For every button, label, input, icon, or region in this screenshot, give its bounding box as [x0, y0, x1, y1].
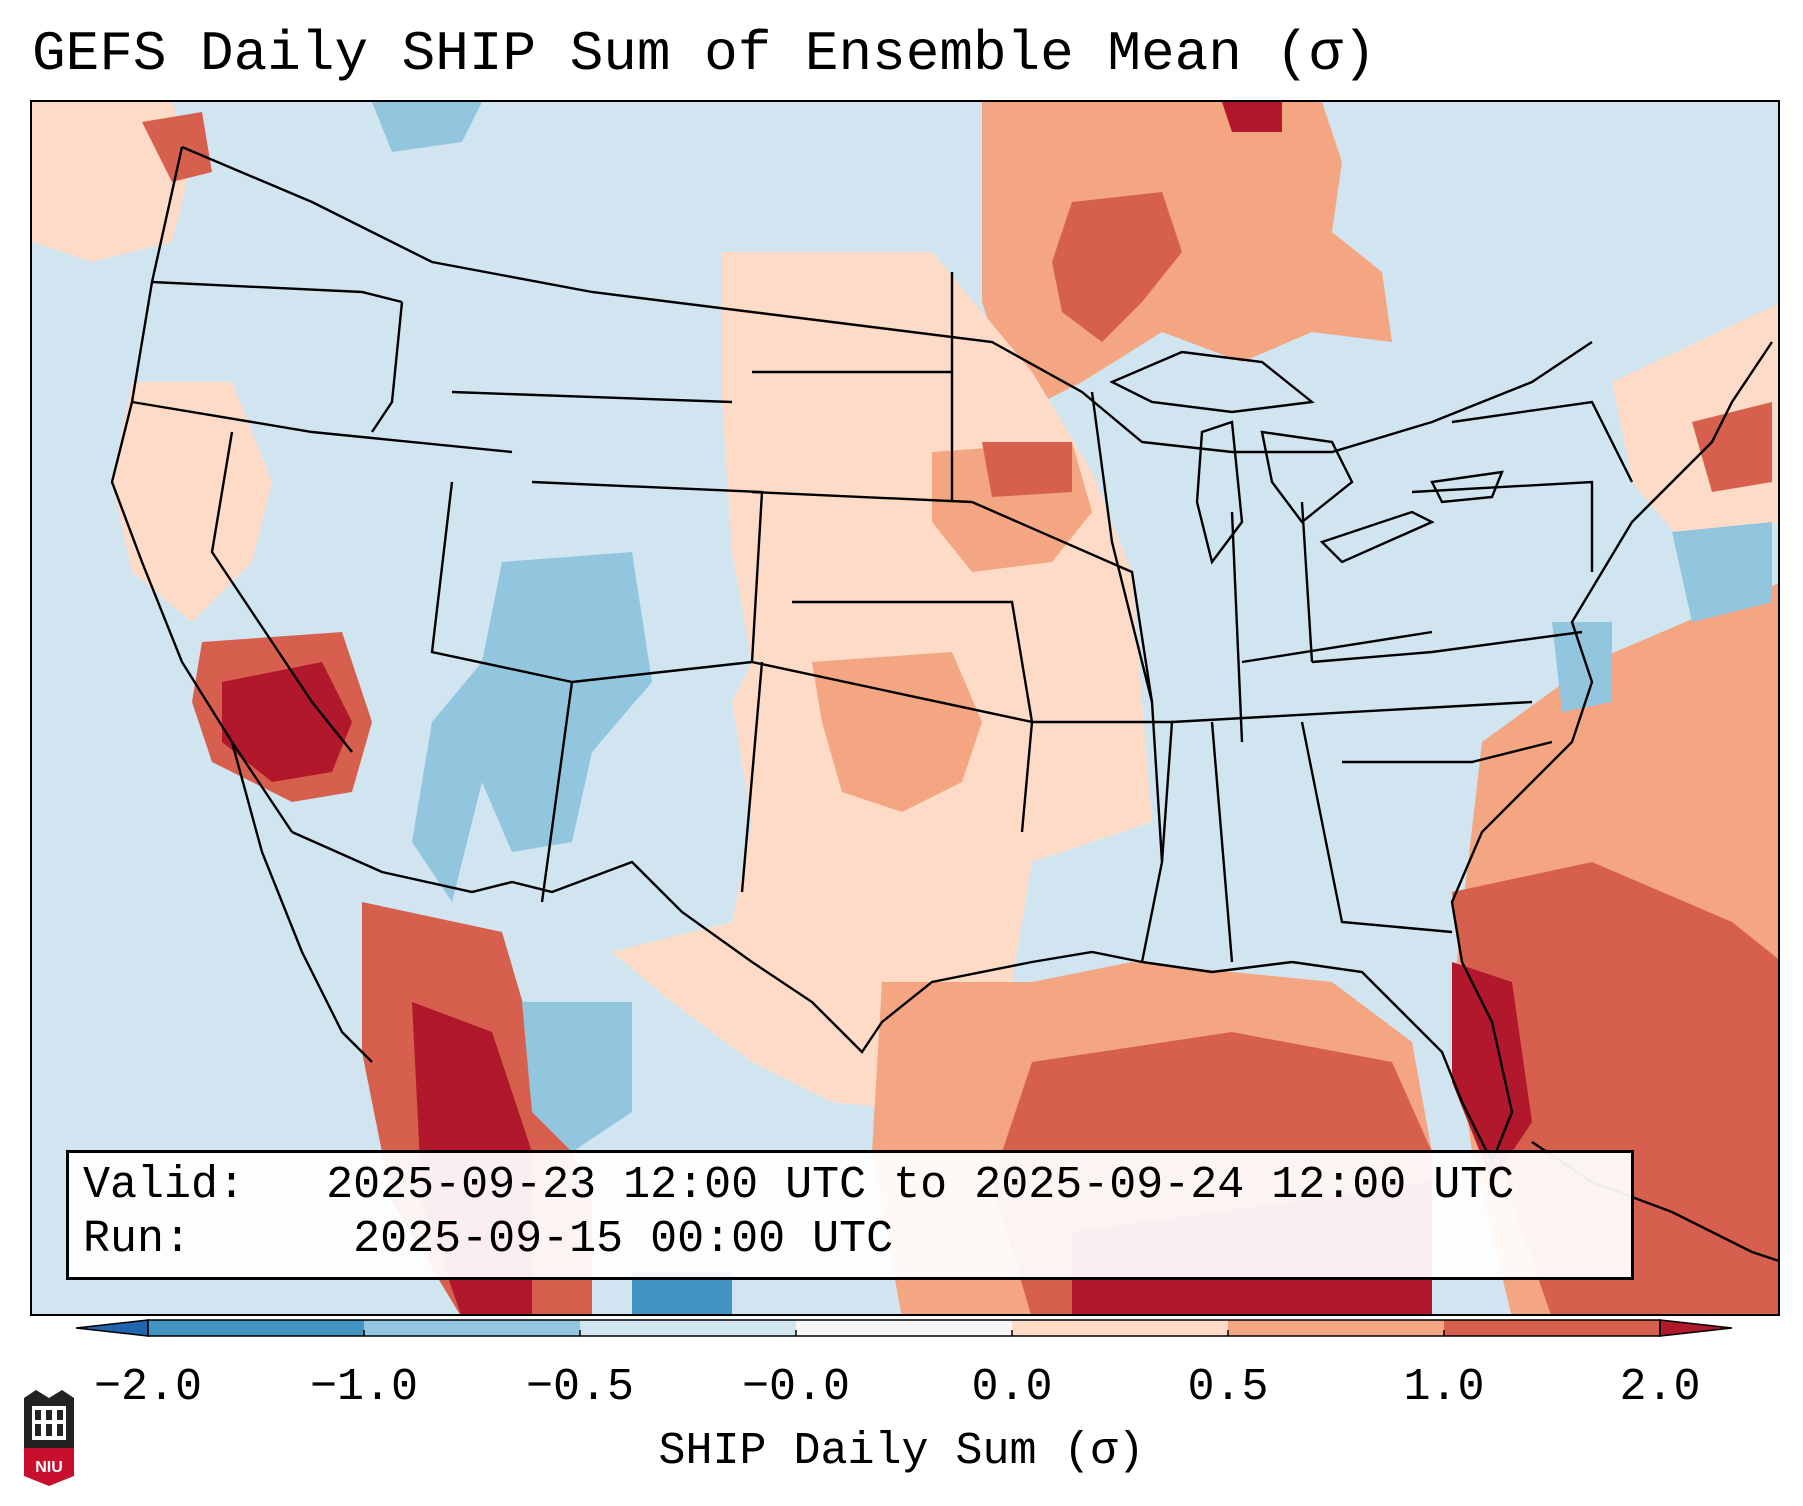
- colorbar-tick-label: 2.0: [1619, 1362, 1701, 1413]
- lake-ontario: [1430, 470, 1504, 504]
- colorbar-tick-label: 0.0: [971, 1362, 1053, 1413]
- colorbar-segment: [796, 1320, 1013, 1336]
- border-tennessee: [1171, 700, 1533, 724]
- border-oregon-california: [131, 400, 513, 454]
- chart-title: GEFS Daily SHIP Sum of Ensemble Mean (σ): [32, 22, 1377, 86]
- region-florida-extreme: [1452, 962, 1532, 1182]
- border-virginia: [1311, 630, 1583, 664]
- us-gulf-coast: [881, 950, 1514, 1165]
- region-atlantic-negative: [1672, 522, 1772, 622]
- map-panel: [30, 100, 1780, 1316]
- colorbar-tick-label: −2.0: [93, 1362, 203, 1413]
- border-kentucky: [1241, 630, 1433, 664]
- region-montana-negative: [372, 102, 482, 152]
- region-mexico-negative: [522, 1002, 632, 1152]
- colorbar-over-extension: [1659, 1319, 1733, 1337]
- region-northeast-strong: [1692, 402, 1772, 492]
- run-value: 2025-09-15 00:00 UTC: [353, 1214, 894, 1265]
- border-new-york: [1451, 400, 1634, 483]
- region-northern-canada-strong: [1052, 192, 1182, 342]
- colorbar-segment: [580, 1320, 797, 1336]
- border-pennsylvania: [1411, 480, 1594, 572]
- colorbar-graphic: [75, 1319, 1733, 1337]
- border-utah: [430, 481, 573, 684]
- run-label: Run:: [83, 1214, 246, 1265]
- border-washington: [151, 280, 403, 304]
- border-georgia: [1300, 721, 1453, 934]
- border-nm-texas: [740, 661, 764, 893]
- border-illinois-indiana: [1230, 511, 1244, 743]
- colorbar-tick-label: −0.0: [741, 1362, 851, 1413]
- region-iowa-strong: [982, 442, 1072, 497]
- border-alabama: [1210, 721, 1234, 963]
- region-mexico-strong-negative: [632, 1272, 732, 1314]
- colorbar-segment: [1444, 1320, 1661, 1336]
- us-canada-border: [181, 145, 1593, 454]
- us-west-coast: [110, 146, 293, 833]
- run-row: Run: 2025-09-15 00:00 UTC: [83, 1213, 1617, 1267]
- region-pacific-northwest-strong: [142, 112, 212, 182]
- region-west-coast-positive: [112, 382, 272, 622]
- border-arizona-nm: [540, 681, 574, 903]
- colorbar-tick-label: 1.0: [1403, 1362, 1485, 1413]
- colorbar-label: SHIP Daily Sum (σ): [658, 1426, 1145, 1477]
- state-borders: [110, 145, 1778, 1262]
- border-idaho: [371, 301, 404, 433]
- valid-value: 2025-09-23 12:00 UTC to 2025-09-24 12:00…: [326, 1160, 1515, 1211]
- region-chesapeake-negative: [1552, 622, 1612, 712]
- colorbar-tick-label: 0.5: [1187, 1362, 1269, 1413]
- border-kansas: [792, 600, 1034, 723]
- colorbar-tick-label: −0.5: [525, 1362, 635, 1413]
- colorbar-segment: [148, 1320, 365, 1336]
- anomaly-regions: [32, 102, 1778, 1314]
- colorbar-outline: [147, 1319, 1661, 1337]
- border-nevada: [210, 431, 353, 753]
- colorbar-tick-label: −1.0: [309, 1362, 419, 1413]
- colorbar: [0, 1318, 1803, 1338]
- lake-superior: [1109, 350, 1315, 414]
- lake-erie: [1319, 510, 1435, 564]
- region-kansas-positive: [812, 652, 982, 812]
- border-nebraska: [751, 490, 973, 504]
- border-missouri: [971, 500, 1154, 703]
- border-montana-wyoming: [451, 390, 733, 404]
- colorbar-segment: [1012, 1320, 1229, 1336]
- colorbar-under-extension: [75, 1319, 149, 1337]
- border-ohio: [1300, 501, 1314, 663]
- lake-michigan: [1195, 420, 1244, 565]
- lake-huron: [1260, 430, 1354, 524]
- niu-logo-icon: NIU: [20, 1388, 78, 1488]
- logo-text: NIU: [35, 1459, 63, 1476]
- valid-row: Valid: 2025-09-23 12:00 UTC to 2025-09-2…: [83, 1159, 1617, 1213]
- border-colorado: [531, 480, 764, 684]
- region-colorado-negative: [412, 552, 652, 902]
- region-southern-california-extreme: [222, 662, 352, 782]
- valid-label: Valid:: [83, 1160, 246, 1211]
- colorbar-segment: [364, 1320, 581, 1336]
- us-mexico-border: [291, 830, 883, 1054]
- border-mississippi-river: [1090, 391, 1164, 963]
- region-great-lakes-top: [1222, 102, 1282, 132]
- baja-california: [230, 741, 373, 1063]
- us-east-coast: [1450, 341, 1773, 963]
- colorbar-segment: [1228, 1320, 1445, 1336]
- anomaly-map: [32, 102, 1778, 1314]
- validity-info-box: Valid: 2025-09-23 12:00 UTC to 2025-09-2…: [66, 1150, 1634, 1280]
- border-carolinas: [1342, 740, 1553, 764]
